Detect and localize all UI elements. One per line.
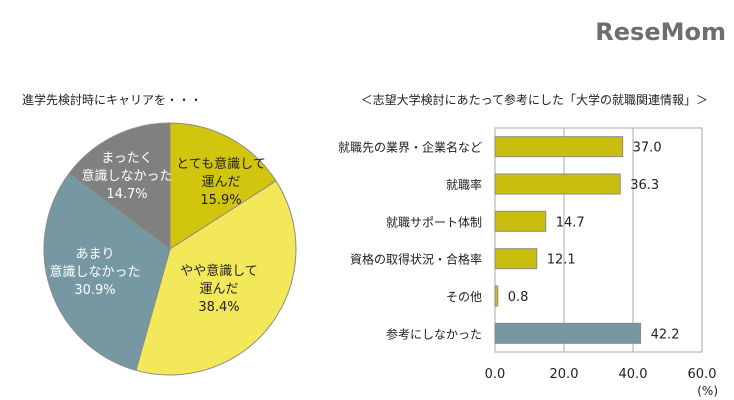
pie-slice xyxy=(68,122,171,251)
bar xyxy=(494,322,642,344)
bar xyxy=(494,285,499,307)
bar-value-label: 36.3 xyxy=(630,178,659,193)
pie-slice-label: 運んだ xyxy=(199,282,238,297)
bar-value-label: 14.7 xyxy=(556,215,585,230)
bar xyxy=(494,173,621,195)
x-tick-label: 20.0 xyxy=(550,367,579,382)
category-label: 参考にしなかった xyxy=(386,326,482,341)
pie-slice-label: 運んだ xyxy=(201,175,240,190)
category-label: 就職先の業界・企業名など xyxy=(338,140,482,155)
pie-slice xyxy=(135,180,297,376)
x-unit-label: (%) xyxy=(697,384,718,398)
pie-slice xyxy=(43,172,171,371)
x-tick-label: 40.0 xyxy=(619,367,648,382)
bar xyxy=(494,248,538,270)
pie-slice-label: やや意識して xyxy=(180,263,258,279)
category-label: 就職サポート体制 xyxy=(386,215,482,229)
pie-slice-value: 38.4% xyxy=(198,300,239,315)
pie-slice-label: まったく xyxy=(101,151,152,166)
pie-slice xyxy=(169,122,277,250)
x-tick-label: 0.0 xyxy=(485,367,506,382)
category-label: その他 xyxy=(446,290,482,304)
pie-slice-value: 15.9% xyxy=(200,193,241,208)
plot-area xyxy=(494,127,703,353)
pie-slice-label: あまり xyxy=(75,247,114,262)
bar-value-label: 12.1 xyxy=(547,253,576,268)
category-label: 就職率 xyxy=(446,177,482,192)
pie-slice-label: とても意識して xyxy=(176,156,266,172)
bar-title: ＜志望大学検討にあたって参考にした「大学の就職関連情報」＞ xyxy=(361,92,708,107)
bar xyxy=(494,136,624,158)
pie-title: 進学先検討時にキャリアを・・・ xyxy=(22,92,202,107)
pie-slice-value: 14.7% xyxy=(106,187,147,202)
bar-value-label: 0.8 xyxy=(508,290,529,305)
pie-slice-label: 意識しなかった xyxy=(49,264,140,280)
x-tick-label: 60.0 xyxy=(688,367,717,382)
bar xyxy=(494,210,547,232)
category-label: 資格の取得状況・合格率 xyxy=(350,252,482,267)
pie-slice-label: 意識しなかった xyxy=(81,168,172,184)
bar-value-label: 37.0 xyxy=(633,141,662,156)
pie-slice-value: 30.9% xyxy=(74,283,115,298)
watermark-logo: ReseMom xyxy=(595,18,726,46)
bar-value-label: 42.2 xyxy=(651,327,680,342)
